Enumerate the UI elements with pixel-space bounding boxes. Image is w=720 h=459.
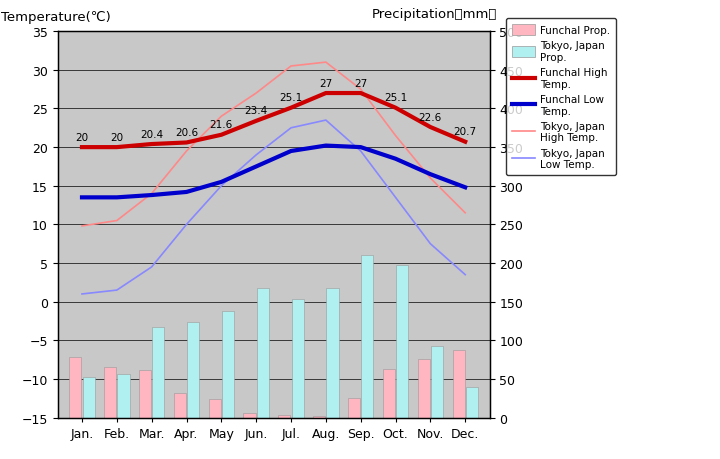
Text: 25.1: 25.1: [384, 93, 408, 103]
Text: 21.6: 21.6: [210, 120, 233, 130]
Bar: [152, 327, 164, 418]
Bar: [292, 299, 304, 418]
Text: 27: 27: [319, 78, 333, 89]
Text: 20.7: 20.7: [454, 127, 477, 137]
Bar: [117, 375, 130, 418]
Bar: [104, 368, 117, 418]
Bar: [326, 288, 338, 418]
Text: 23.4: 23.4: [245, 106, 268, 116]
Bar: [279, 415, 290, 418]
Bar: [418, 359, 430, 418]
Text: 20: 20: [76, 133, 89, 142]
Bar: [257, 288, 269, 418]
Bar: [466, 387, 478, 418]
Bar: [431, 346, 443, 418]
Text: 20: 20: [110, 133, 123, 142]
Bar: [348, 397, 360, 418]
Text: Temperature(℃): Temperature(℃): [1, 11, 111, 24]
Bar: [174, 393, 186, 418]
Bar: [209, 399, 221, 418]
Text: 20.6: 20.6: [175, 128, 198, 138]
Bar: [243, 413, 256, 418]
Text: 25.1: 25.1: [279, 93, 302, 103]
Legend: Funchal Prop., Tokyo, Japan
Prop., Funchal High
Temp., Funchal Low
Temp., Tokyo,: Funchal Prop., Tokyo, Japan Prop., Funch…: [505, 19, 616, 176]
Bar: [69, 358, 81, 418]
Text: 20.4: 20.4: [140, 129, 163, 140]
Bar: [313, 416, 325, 418]
Bar: [383, 369, 395, 418]
Text: 27: 27: [354, 78, 367, 89]
Bar: [139, 370, 151, 418]
Text: Precipitation（mm）: Precipitation（mm）: [372, 8, 497, 21]
Bar: [222, 311, 234, 418]
Text: 22.6: 22.6: [419, 112, 442, 123]
Bar: [187, 322, 199, 418]
Bar: [452, 350, 464, 418]
Bar: [361, 256, 374, 418]
Bar: [396, 265, 408, 418]
Bar: [83, 378, 95, 418]
